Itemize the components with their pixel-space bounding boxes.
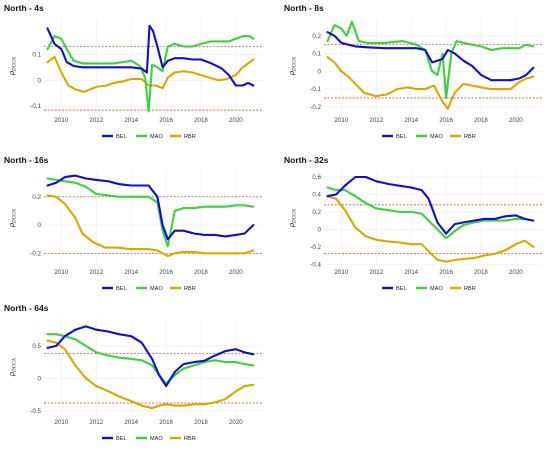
- series-line-mao: [46, 35, 255, 113]
- legend-label-rbr: RBR: [184, 134, 196, 140]
- y-tick-label: 0.2: [312, 33, 321, 40]
- y-tick-label: 0.1: [312, 51, 321, 58]
- y-tick-label: 0.6: [312, 174, 321, 181]
- x-tick-label: 2014: [124, 419, 138, 426]
- y-tick-label: -0.4: [310, 261, 321, 268]
- chart-title: North - 8s: [284, 3, 324, 13]
- x-tick-label: 2010: [335, 117, 349, 124]
- legend-label-bel: BEL: [396, 134, 407, 140]
- series-line-rbr: [326, 195, 535, 263]
- x-tick-label: 2012: [369, 117, 383, 124]
- series-line-rbr: [46, 194, 255, 258]
- legend-label-bel: BEL: [116, 134, 127, 140]
- series-line-rbr: [46, 339, 255, 410]
- x-tick-label: 2012: [89, 269, 103, 276]
- x-tick-label: 2018: [194, 419, 208, 426]
- x-tick-label: 2014: [124, 269, 138, 276]
- series-line-bel: [326, 31, 535, 82]
- x-tick-label: 2018: [194, 117, 208, 124]
- x-tick-label: 2020: [509, 269, 523, 276]
- x-tick-label: 2014: [404, 269, 418, 276]
- legend-label-bel: BEL: [116, 436, 127, 442]
- y-tick-label: 0: [38, 375, 42, 382]
- y-tick-label: -0.2: [310, 104, 321, 111]
- x-tick-label: 2016: [159, 117, 173, 124]
- y-tick-label: -0.5: [30, 408, 41, 415]
- y-tick-label: -0.1: [30, 103, 41, 110]
- y-tick-label: 0.2: [312, 209, 321, 216]
- y-tick-label: 0.4: [312, 191, 321, 198]
- x-tick-label: 2020: [229, 117, 243, 124]
- x-tick-label: 2016: [439, 117, 453, 124]
- series-line-mao: [326, 20, 535, 100]
- chart-north-16s: North - 16s ρDCCA 2010 2012 2014 2016 2018 2020…: [0, 152, 270, 300]
- chart-north-32s: North - 32s ρDCCA 2010 2012 2014 2016 2018 2020…: [280, 152, 550, 300]
- chart-north-8s: North - 8s ρDCCA 2010 2012 2014 2016 2018 2020 -…: [280, 0, 550, 148]
- x-tick-label: 2010: [55, 269, 69, 276]
- series-line-bel: [326, 175, 535, 235]
- y-tick-label: 0.1: [32, 51, 41, 58]
- y-axis-label: ρDCCA: [8, 56, 18, 76]
- x-tick-label: 2016: [439, 269, 453, 276]
- x-tick-label: 2014: [124, 117, 138, 124]
- y-tick-label: 0.5: [32, 343, 41, 350]
- y-tick-label: 0: [38, 77, 42, 84]
- x-tick-label: 2014: [404, 117, 418, 124]
- y-axis-label: ρDCCA: [8, 357, 18, 377]
- legend-label-mao: MAO: [150, 134, 163, 140]
- chart-north-64s: North - 64s ρDCCA 2010 2012 2014 2016 2018 2020…: [0, 300, 270, 450]
- chart-north-32s-svg: North - 32s ρDCCA 2010 2012 2014 2016 2018 2020…: [284, 155, 542, 292]
- y-tick-label: -0.2: [310, 244, 321, 251]
- chart-north-64s-svg: North - 64s ρDCCA 2010 2012 2014 2016 2018 2020…: [4, 303, 262, 442]
- chart-north-4s-svg: North - 4s ρDCCA 2010 2012 2014 2016 2018 2020 -…: [4, 3, 262, 140]
- x-tick-label: 2010: [55, 117, 69, 124]
- legend-label-bel: BEL: [396, 286, 407, 292]
- legend-label-mao: MAO: [430, 286, 443, 292]
- series-line-rbr: [46, 55, 255, 93]
- x-tick-label: 2020: [229, 419, 243, 426]
- y-tick-label: 0: [318, 226, 322, 233]
- chart-title: North - 4s: [4, 3, 44, 13]
- x-tick-label: 2018: [194, 269, 208, 276]
- legend-label-bel: BEL: [116, 286, 127, 292]
- x-tick-label: 2016: [159, 269, 173, 276]
- x-tick-label: 2010: [55, 419, 69, 426]
- chart-title: North - 16s: [4, 155, 49, 165]
- x-tick-label: 2020: [229, 269, 243, 276]
- chart-title: North - 32s: [284, 155, 329, 165]
- legend-label-rbr: RBR: [184, 436, 196, 442]
- chart-title: North - 64s: [4, 303, 49, 313]
- x-tick-label: 2018: [474, 117, 488, 124]
- y-tick-label: 0.2: [32, 194, 41, 201]
- series-line-bel: [46, 174, 255, 241]
- chart-north-16s-svg: North - 16s ρDCCA 2010 2012 2014 2016 2018 2020…: [4, 155, 262, 292]
- legend-label-mao: MAO: [150, 436, 163, 442]
- legend-label-rbr: RBR: [184, 286, 196, 292]
- series-line-mao: [326, 186, 535, 240]
- y-tick-label: 0: [38, 222, 42, 229]
- series-line-bel: [46, 325, 255, 388]
- y-axis-label: ρDCCA: [288, 56, 298, 76]
- series-line-mao: [46, 333, 255, 385]
- legend-label-rbr: RBR: [464, 286, 476, 292]
- legend-label-rbr: RBR: [464, 134, 476, 140]
- x-tick-label: 2012: [369, 269, 383, 276]
- chart-north-8s-svg: North - 8s ρDCCA 2010 2012 2014 2016 2018 2020 -…: [284, 3, 542, 140]
- y-tick-label: 0: [318, 68, 322, 75]
- y-axis-label: ρDCCA: [288, 208, 298, 228]
- x-tick-label: 2020: [509, 117, 523, 124]
- x-tick-label: 2012: [89, 419, 103, 426]
- x-tick-label: 2018: [474, 269, 488, 276]
- series-line-rbr: [326, 56, 535, 110]
- x-tick-label: 2010: [335, 269, 349, 276]
- legend-label-mao: MAO: [430, 134, 443, 140]
- legend-label-mao: MAO: [150, 286, 163, 292]
- x-tick-label: 2016: [159, 419, 173, 426]
- series-line-bel: [46, 24, 255, 87]
- y-axis-label: ρDCCA: [8, 208, 18, 228]
- y-tick-label: -0.1: [310, 86, 321, 93]
- x-tick-label: 2012: [89, 117, 103, 124]
- chart-north-4s: North - 4s ρDCCA 2010 2012 2014 2016 2018 2020 -…: [0, 0, 270, 148]
- y-tick-label: -0.2: [30, 250, 41, 257]
